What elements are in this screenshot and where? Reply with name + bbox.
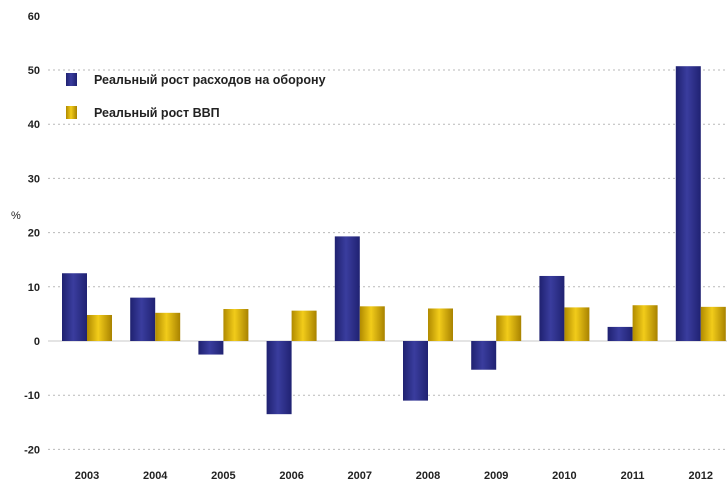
bar-gdp-growth [155, 312, 181, 341]
x-tick-label: 2005 [211, 470, 235, 482]
y-axis-ticks: -20 -10 0 10 20 30 40 50 60 [24, 11, 40, 457]
x-tick-label: 2006 [279, 470, 303, 482]
y-tick-label: 0 [34, 336, 40, 348]
y-tick-label: 20 [28, 228, 40, 240]
y-tick-label: 40 [28, 119, 40, 131]
x-tick-label: 2004 [143, 470, 168, 482]
bar-gdp-growth [223, 309, 249, 341]
bar-defense-spending [334, 236, 360, 341]
legend: Реальный рост расходов на оборону Реальны… [66, 73, 326, 120]
y-tick-label: 30 [28, 173, 40, 185]
x-tick-label: 2010 [552, 470, 576, 482]
legend-label-defense: Реальный рост расходов на оборону [94, 73, 326, 87]
x-tick-label: 2003 [75, 470, 99, 482]
y-tick-label: 60 [28, 11, 40, 23]
legend-label-gdp: Реальный рост ВВП [94, 106, 220, 120]
y-tick-label: -20 [24, 444, 40, 456]
x-axis-ticks: 2003 2004 2005 2006 2007 2008 2009 2010 2011 2012 [75, 470, 713, 482]
bar-gdp-growth [632, 305, 658, 341]
x-tick-label: 2011 [621, 470, 645, 482]
bar-defense-spending [130, 297, 156, 341]
bar-defense-spending [471, 341, 497, 370]
bar-gdp-growth [428, 308, 453, 341]
bar-defense-spending [198, 341, 224, 355]
x-tick-label: 2008 [416, 470, 440, 482]
x-tick-label: 2012 [689, 470, 713, 482]
y-axis-label: % [11, 210, 21, 222]
gridlines [48, 69, 727, 450]
x-tick-label: 2009 [484, 470, 508, 482]
bar-gdp-growth [496, 315, 522, 341]
y-tick-label: 10 [28, 282, 40, 294]
bar-gdp-growth [564, 307, 590, 341]
bar-defense-spending [403, 341, 428, 401]
bar-gdp-growth [359, 306, 385, 341]
legend-swatch-gdp [66, 106, 77, 119]
bar-gdp-growth [291, 310, 317, 341]
bar-defense-spending [266, 341, 292, 415]
bar-gdp-growth [700, 306, 726, 341]
y-tick-label: 50 [28, 65, 40, 77]
bar-defense-spending [607, 326, 633, 341]
bar-defense-spending [675, 66, 701, 342]
legend-swatch-defense [66, 73, 77, 86]
bar-gdp-growth [87, 314, 112, 341]
y-tick-label: -10 [24, 390, 40, 402]
bar-defense-spending [539, 275, 565, 341]
x-tick-label: 2007 [348, 470, 372, 482]
bars [62, 66, 726, 415]
bar-defense-spending [62, 273, 87, 341]
